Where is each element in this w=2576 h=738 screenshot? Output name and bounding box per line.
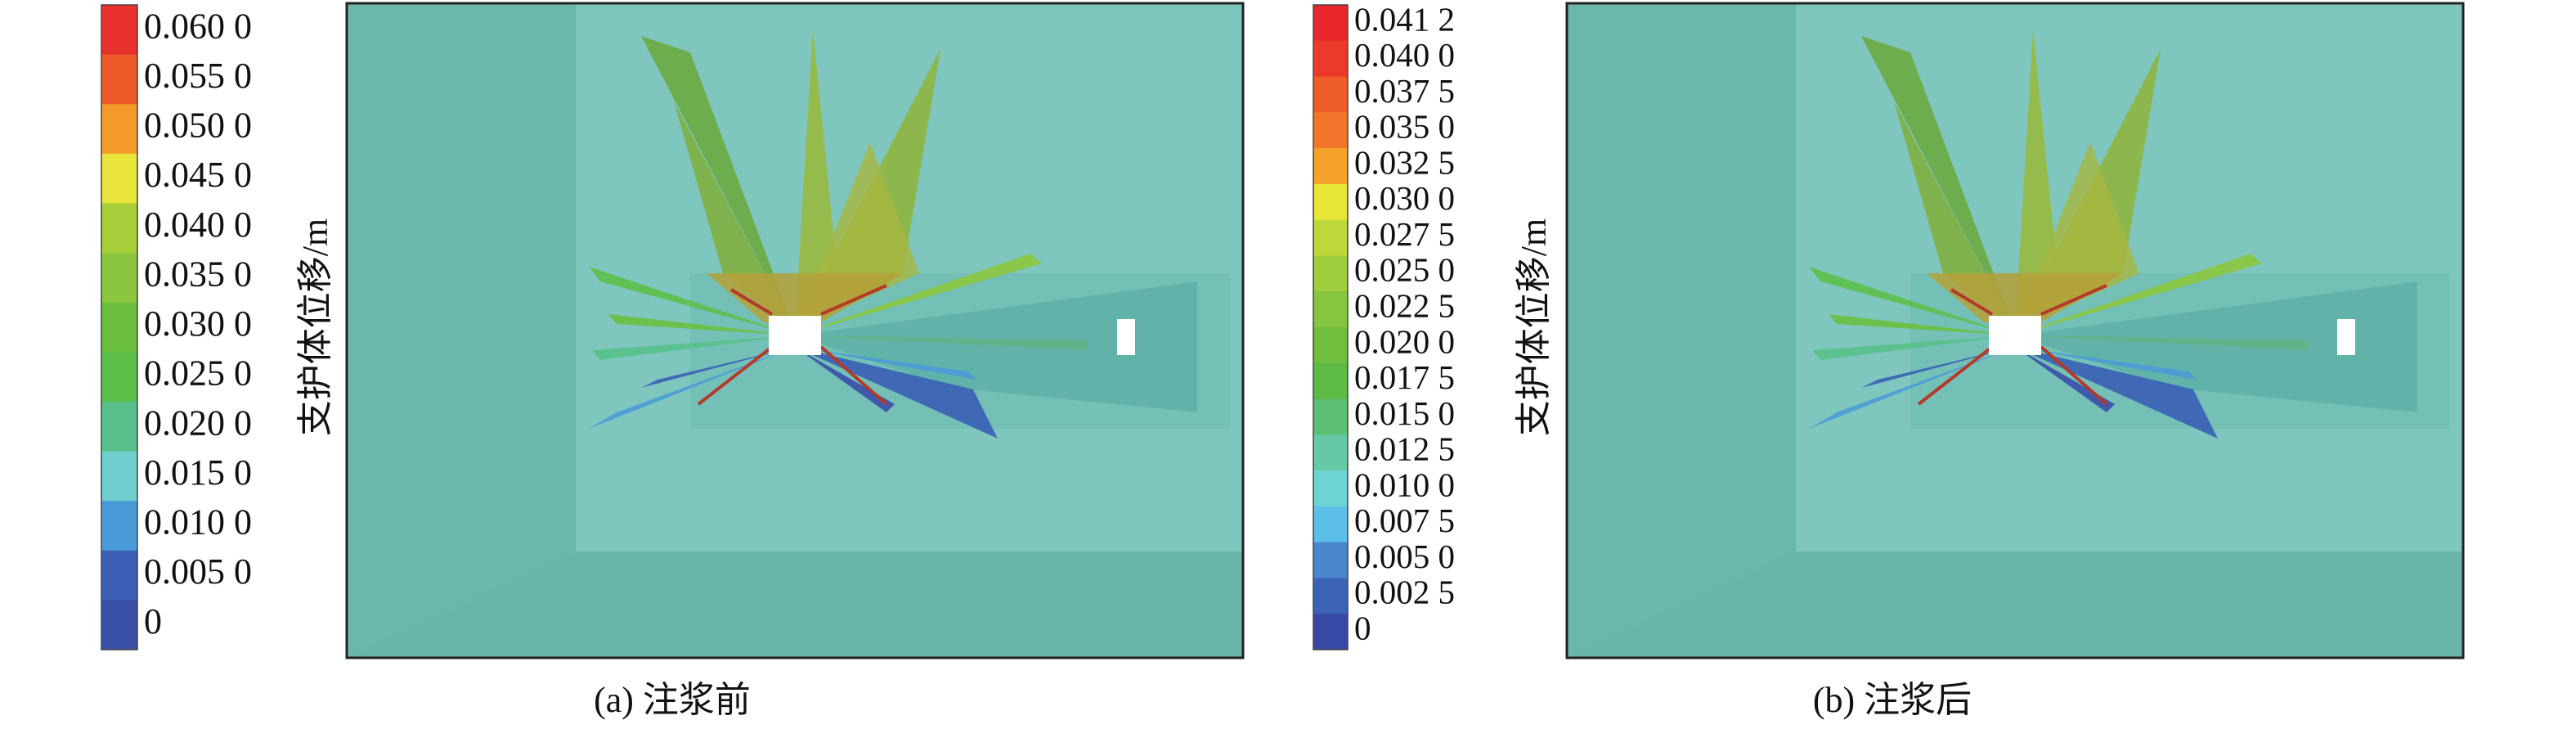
legend-label: 0.030 0 <box>144 304 252 344</box>
legend-label: 0 <box>1354 610 1371 647</box>
legend-label: 0.037 5 <box>1354 72 1455 110</box>
legend-swatch <box>1313 398 1348 435</box>
legend-title: 支护体位移/m <box>295 218 335 436</box>
legend-swatch <box>101 203 137 254</box>
legend-frame <box>1313 4 1349 650</box>
legend-swatch <box>101 153 137 204</box>
legend-swatch <box>1313 219 1348 256</box>
legend-label: 0.020 0 <box>144 403 252 443</box>
legend-label: 0.010 0 <box>1354 466 1455 503</box>
legend-label: 0.030 0 <box>1354 179 1455 217</box>
panel-caption: (a) 注浆前 <box>594 680 751 720</box>
legend-label: 0.045 0 <box>144 155 252 195</box>
legend-swatch <box>101 501 137 551</box>
legend-title: 支护体位移/m <box>1514 218 1554 436</box>
legend-label: 0.050 0 <box>144 106 252 146</box>
legend-swatch <box>1313 327 1348 364</box>
legend-swatch <box>1313 76 1348 113</box>
legend-swatch <box>1313 362 1348 400</box>
legend-swatch <box>1313 40 1348 78</box>
legend-swatch <box>101 5 137 56</box>
legend-label: 0.010 0 <box>144 502 252 542</box>
legend-swatch <box>101 302 137 353</box>
legend-swatch <box>1313 148 1348 185</box>
legend-label: 0.002 5 <box>1354 574 1455 611</box>
legend-swatch <box>101 104 137 155</box>
legend-label: 0.040 0 <box>144 205 252 245</box>
legend-swatch <box>1313 578 1348 614</box>
legend-label: 0.025 0 <box>144 353 252 394</box>
legend-label: 0.040 0 <box>1354 36 1455 74</box>
legend-label: 0.041 2 <box>1354 0 1455 38</box>
legend-swatch <box>1313 183 1348 221</box>
legend-label: 0.005 0 <box>1354 538 1455 575</box>
legend-swatch <box>1313 5 1348 42</box>
legend-label: 0.027 5 <box>1354 215 1455 253</box>
render-image <box>1565 2 2465 659</box>
legend-label: 0.022 5 <box>1354 287 1455 325</box>
legend-swatch <box>101 550 137 601</box>
legend-swatch <box>101 352 137 403</box>
legend-swatch <box>1313 291 1348 328</box>
legend-swatch <box>101 401 137 452</box>
legend-swatch <box>1313 542 1348 578</box>
legend-label: 0.015 0 <box>1354 394 1455 432</box>
legend-swatch <box>1313 506 1348 543</box>
legend-swatch <box>101 54 137 105</box>
legend-swatch <box>101 600 137 650</box>
render-image <box>345 2 1245 659</box>
legend-label: 0.055 0 <box>144 56 252 96</box>
legend-label: 0.017 5 <box>1354 358 1455 396</box>
legend-swatch <box>101 451 137 502</box>
legend-swatch <box>1313 434 1348 471</box>
legend-label: 0.005 0 <box>144 551 252 592</box>
legend-frame <box>101 4 138 650</box>
legend-label: 0.015 0 <box>144 452 252 493</box>
legend-label: 0.012 5 <box>1354 430 1455 468</box>
legend-swatch <box>101 253 137 304</box>
legend-label: 0.007 5 <box>1354 502 1455 539</box>
legend-label: 0.035 0 <box>1354 108 1455 146</box>
legend-label: 0.020 0 <box>1354 322 1455 360</box>
panel-caption: (b) 注浆后 <box>1813 680 1972 720</box>
legend-swatch <box>1313 112 1348 149</box>
legend-label: 0.035 0 <box>144 254 252 294</box>
legend-swatch <box>1313 255 1348 292</box>
legend-label: 0 <box>144 601 162 641</box>
legend-label: 0.032 5 <box>1354 143 1455 181</box>
legend-swatch <box>1313 614 1348 650</box>
legend-label: 0.060 0 <box>144 6 252 46</box>
legend-label: 0.025 0 <box>1354 251 1455 289</box>
legend-swatch <box>1313 470 1348 507</box>
